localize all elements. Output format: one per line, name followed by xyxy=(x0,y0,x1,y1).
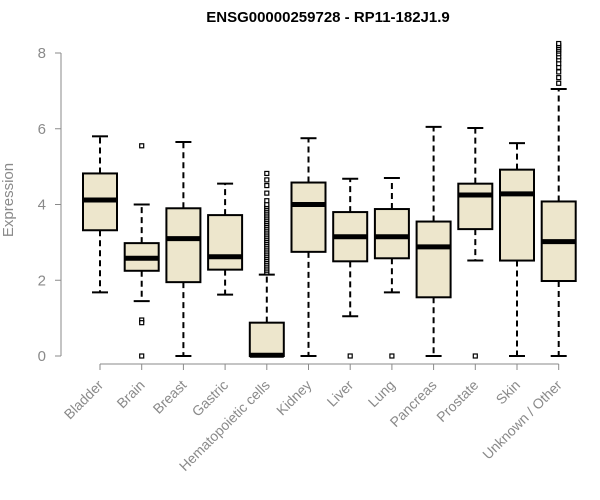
y-tick-label: 2 xyxy=(38,272,46,289)
x-tick-label: Bladder xyxy=(61,377,107,423)
box-brain xyxy=(123,143,160,359)
x-tick-label: Brain xyxy=(113,377,147,411)
outlier-point xyxy=(556,80,562,86)
outlier-point xyxy=(139,353,145,359)
outlier-point xyxy=(472,353,478,359)
x-tick-label: Prostate xyxy=(433,377,481,425)
box-hematopoietic-cells xyxy=(248,170,285,358)
outlier-point xyxy=(139,143,145,149)
box-gastric xyxy=(207,182,244,296)
x-tick-label: Liver xyxy=(324,377,357,410)
iqr-box xyxy=(290,181,327,253)
x-tick-label: Kidney xyxy=(273,377,315,419)
box-skin xyxy=(499,142,535,357)
x-tick-label: Skin xyxy=(493,377,524,408)
y-tick-label: 8 xyxy=(38,45,46,62)
outlier-point xyxy=(264,177,270,183)
x-tick-label: Lung xyxy=(365,377,398,410)
box-pancreas xyxy=(415,125,452,357)
x-tick-label: Unknown / Other xyxy=(479,377,565,463)
iqr-box xyxy=(499,168,535,262)
outlier-point xyxy=(264,198,270,204)
box-liver xyxy=(332,177,369,359)
box-bladder xyxy=(82,135,118,294)
y-tick-label: 6 xyxy=(38,121,46,138)
iqr-box xyxy=(415,220,452,299)
outlier-point xyxy=(389,353,395,359)
outlier-point xyxy=(556,69,562,75)
y-tick-label: 4 xyxy=(38,197,46,214)
outlier-point xyxy=(556,75,562,81)
box-unknown-other xyxy=(540,40,577,357)
y-axis-label: Expression xyxy=(0,163,17,237)
chart-title: ENSG00000259728 - RP11-182J1.9 xyxy=(206,9,450,26)
outlier-point xyxy=(556,40,562,47)
outlier-point xyxy=(264,170,270,177)
y-axis: 0 2 4 6 8 xyxy=(38,45,62,365)
box-lung xyxy=(373,176,410,359)
iqr-box xyxy=(165,207,202,284)
box-breast xyxy=(165,141,202,357)
iqr-box xyxy=(457,182,494,231)
outlier-point xyxy=(347,353,353,359)
outlier-point xyxy=(264,182,270,189)
outlier-point xyxy=(139,320,145,326)
y-tick-label: 0 xyxy=(38,348,46,365)
iqr-box xyxy=(207,214,244,271)
iqr-box xyxy=(248,321,285,358)
box-prostate xyxy=(457,126,494,359)
x-tick-label: Breast xyxy=(150,377,190,417)
box-kidney xyxy=(290,137,327,357)
boxes xyxy=(82,40,577,359)
outlier-point xyxy=(264,190,270,196)
iqr-box xyxy=(373,208,410,260)
